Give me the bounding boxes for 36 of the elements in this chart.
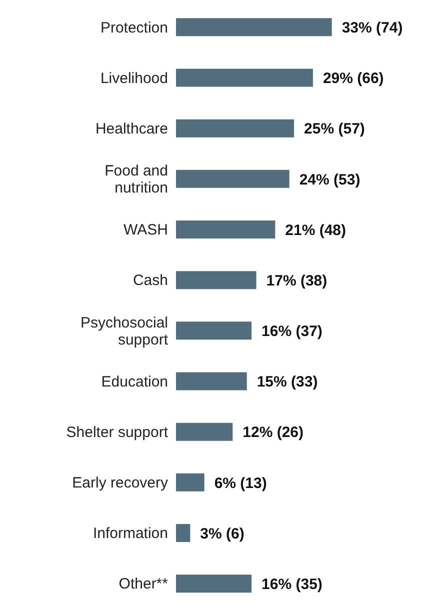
data-label: 16% (35) — [262, 576, 322, 593]
y-tick-label: Education — [101, 372, 168, 390]
bar — [176, 170, 290, 188]
data-label: 17% (38) — [266, 272, 328, 290]
bar — [176, 372, 247, 390]
y-tick-label: Protection — [100, 18, 168, 36]
data-label: 6% (13) — [214, 474, 267, 492]
y-tick-label: Other** — [118, 575, 168, 592]
data-label: 3% (6) — [200, 525, 244, 542]
data-label: 29% (66) — [322, 70, 384, 88]
y-tick-label: Healthcare — [95, 120, 168, 137]
data-label: 16% (37) — [262, 323, 322, 340]
y-tick-label: Information — [92, 524, 168, 542]
data-label: 25% (57) — [304, 120, 365, 138]
y-tick-label: Psychosocial support — [80, 314, 169, 348]
data-label: 15% (33) — [256, 374, 318, 391]
y-tick-label: Livelihood — [100, 69, 168, 86]
y-tick-label: Food and nutrition — [104, 162, 168, 196]
bar — [176, 271, 256, 290]
bar — [176, 422, 233, 441]
y-tick-label: Shelter support — [66, 423, 169, 440]
bar — [176, 68, 313, 87]
y-tick-label: Cash — [132, 272, 168, 289]
data-label: 24% (53) — [299, 171, 360, 188]
y-tick-label: WASH — [124, 221, 168, 238]
bar — [176, 119, 294, 138]
y-tick-label: Early recovery — [72, 474, 168, 492]
bar — [176, 524, 190, 542]
bar — [176, 322, 252, 340]
bar — [176, 220, 276, 239]
bar — [176, 18, 332, 36]
data-label: 33% (74) — [342, 20, 403, 37]
bar — [176, 473, 204, 492]
data-label: 12% (26) — [242, 424, 304, 442]
data-label: 21% (48) — [285, 222, 346, 239]
bar — [176, 574, 252, 593]
